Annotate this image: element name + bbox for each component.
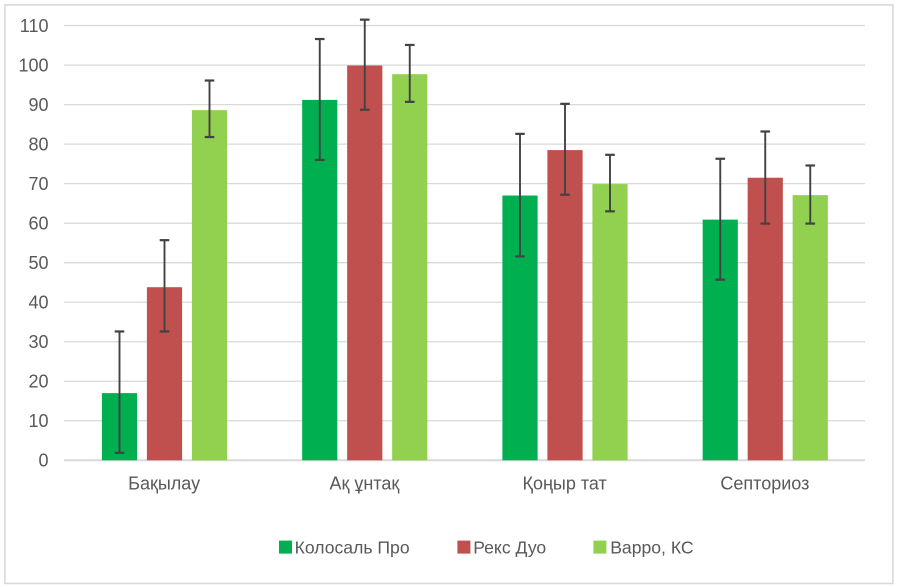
svg-text:Рекс Дуо: Рекс Дуо — [473, 538, 546, 558]
svg-text:100: 100 — [18, 55, 48, 75]
svg-text:110: 110 — [20, 16, 49, 36]
svg-text:20: 20 — [28, 372, 48, 392]
svg-text:Варро, КС: Варро, КС — [610, 538, 694, 558]
svg-text:Бақылау: Бақылау — [128, 474, 200, 494]
svg-text:30: 30 — [28, 332, 48, 352]
svg-text:80: 80 — [28, 134, 48, 154]
svg-text:Ақ ұнтақ: Ақ ұнтақ — [330, 474, 400, 494]
svg-text:Колосаль Про: Колосаль Про — [295, 538, 410, 558]
svg-text:60: 60 — [28, 213, 48, 233]
svg-text:50: 50 — [28, 253, 48, 273]
svg-text:0: 0 — [38, 451, 48, 471]
svg-text:10: 10 — [28, 411, 48, 431]
svg-text:90: 90 — [28, 95, 48, 115]
svg-text:Септориоз: Септориоз — [720, 474, 809, 494]
svg-text:40: 40 — [28, 293, 48, 313]
svg-text:70: 70 — [28, 174, 48, 194]
svg-text:Қоңыр тат: Қоңыр тат — [522, 474, 606, 494]
